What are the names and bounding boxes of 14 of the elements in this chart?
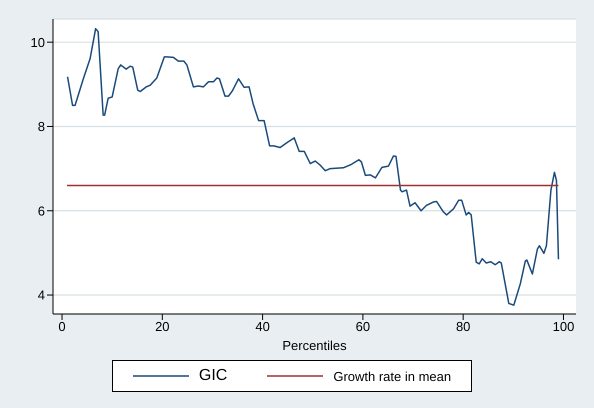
legend-label: GIC (198, 367, 228, 385)
line-series (66, 28, 560, 306)
x-tick-label: 20 (155, 319, 170, 334)
x-tick-label: 80 (456, 319, 470, 334)
x-tick-label: 0 (58, 319, 66, 334)
y-tick-label: 4 (38, 288, 45, 303)
y-tick-label: 8 (38, 119, 45, 134)
x-tick-label: 60 (356, 319, 370, 334)
x-tick-label: 40 (255, 319, 270, 334)
y-tick-label: 6 (38, 203, 45, 218)
y-tick-label: 10 (30, 34, 45, 50)
legend-label: Growth rate in mean (333, 368, 452, 384)
x-tick-label: 100 (552, 319, 574, 334)
x-axis-title: Percentiles (282, 338, 348, 353)
